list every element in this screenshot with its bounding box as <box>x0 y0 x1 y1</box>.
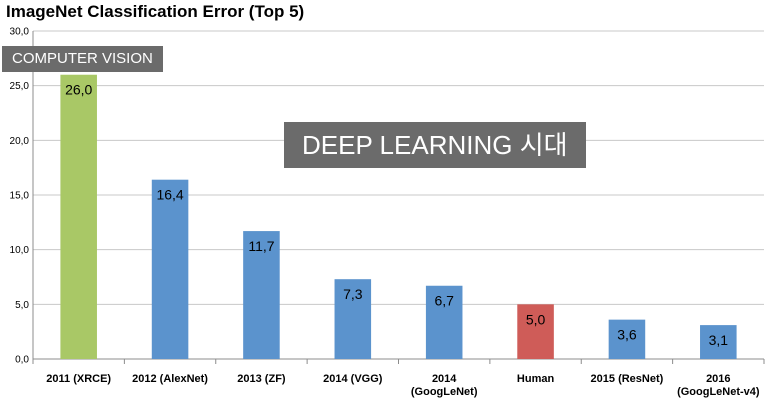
y-tick-label: 10,0 <box>10 245 30 256</box>
x-tick-label: 2011 (XRCE) <box>46 373 111 385</box>
chart-title: ImageNet Classification Error (Top 5) <box>6 2 305 21</box>
x-tick-label: 2014 <box>432 373 457 385</box>
x-tick-label: 2016 <box>706 373 730 385</box>
bar <box>60 74 97 359</box>
bar-value-label: 11,7 <box>248 238 274 254</box>
bar-value-label: 5,0 <box>526 311 546 327</box>
bar-value-label: 7,3 <box>343 286 363 302</box>
computer-vision-badge: COMPUTER VISION <box>2 46 163 72</box>
y-tick-label: 25,0 <box>10 81 30 92</box>
x-tick-label: 2014 (VGG) <box>323 373 383 385</box>
bar <box>517 304 554 359</box>
bar-value-label: 3,1 <box>709 332 729 348</box>
y-tick-label: 30,0 <box>10 27 30 38</box>
deep-learning-badge: DEEP LEARNING 시대 <box>284 122 586 168</box>
y-tick-label: 5,0 <box>15 300 29 311</box>
bar <box>425 285 463 359</box>
bar <box>243 231 280 359</box>
bar <box>334 279 372 359</box>
x-tick-label: 2012 (AlexNet) <box>132 373 208 385</box>
y-tick-label: 15,0 <box>10 191 30 202</box>
bar-value-label: 6,7 <box>434 293 454 309</box>
bar <box>608 319 646 359</box>
bar-value-label: 26,0 <box>65 82 92 98</box>
y-tick-label: 20,0 <box>10 136 30 147</box>
x-tick-label: 2013 (ZF) <box>237 373 286 385</box>
y-tick-label: 0,0 <box>15 355 29 366</box>
x-tick-label: 2015 (ResNet) <box>591 373 664 385</box>
bar-value-label: 3,6 <box>617 327 637 343</box>
x-tick-label: (GoogLeNet) <box>411 386 478 398</box>
bar <box>700 325 737 359</box>
bar <box>151 179 189 359</box>
x-tick-label: (GoogLeNet-v4) <box>677 386 760 398</box>
bar-value-label: 16,4 <box>156 187 183 203</box>
x-tick-label: Human <box>517 373 555 385</box>
